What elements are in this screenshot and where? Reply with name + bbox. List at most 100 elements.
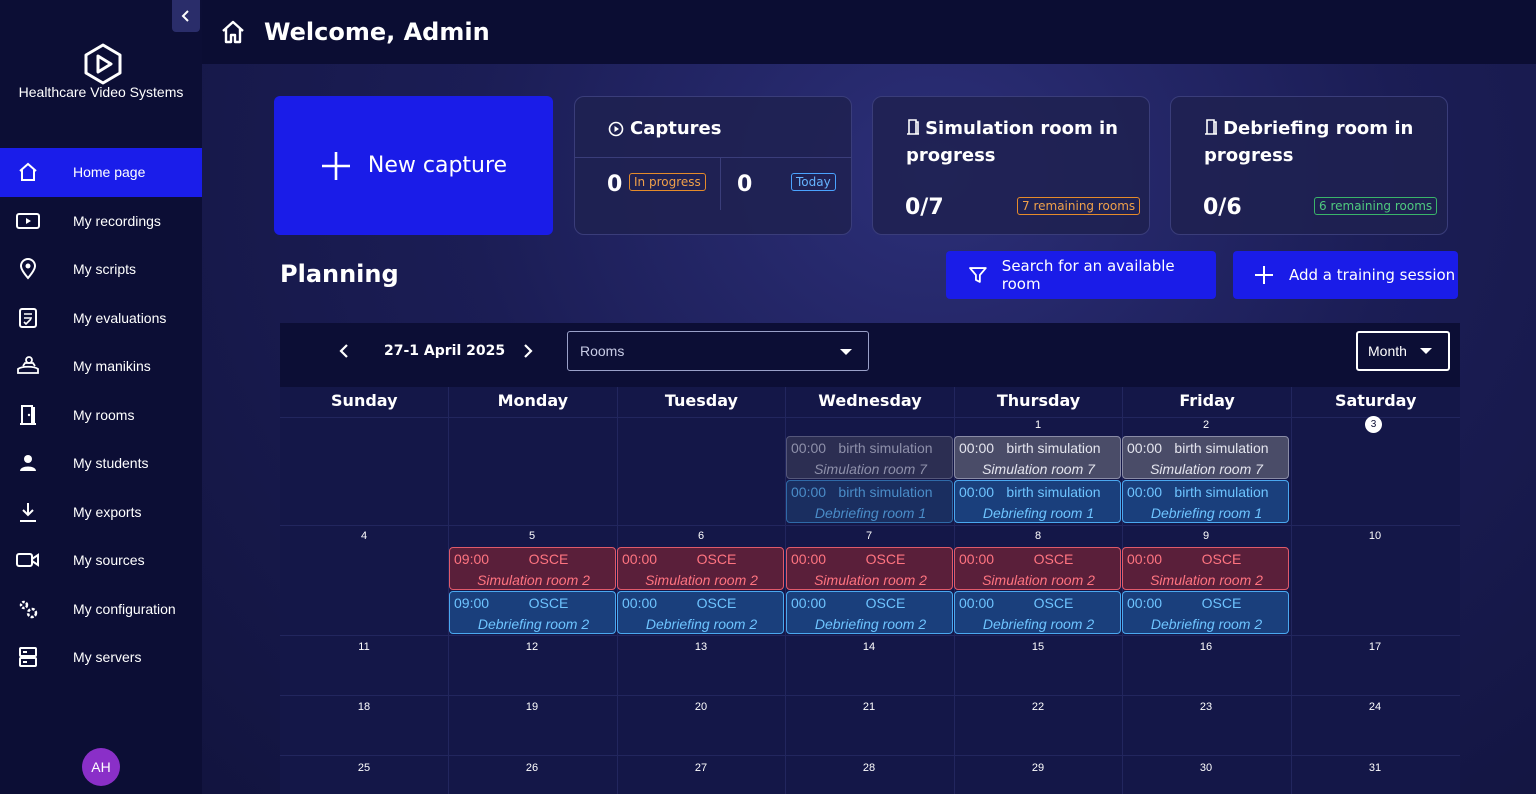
day-number[interactable]: 19 (525, 701, 539, 713)
simulation-rooms-title: Simulation room in progress (906, 118, 1118, 166)
checklist-icon (0, 307, 56, 329)
today-day-number[interactable]: 3 (1365, 416, 1382, 433)
new-capture-button[interactable]: New capture (274, 96, 553, 235)
sidebar-item-evaluations[interactable]: My evaluations (0, 294, 202, 343)
event-title: OSCE (528, 551, 569, 567)
day-number[interactable]: 28 (862, 762, 876, 774)
rooms-select[interactable]: Rooms (567, 331, 869, 371)
grid-divider (280, 635, 1460, 636)
day-number[interactable]: 20 (694, 701, 708, 713)
home-icon (0, 161, 56, 183)
sidebar-item-rooms[interactable]: My rooms (0, 391, 202, 440)
brand-logo-icon (84, 43, 122, 85)
day-number[interactable]: 10 (1368, 530, 1382, 542)
avatar[interactable]: AH (82, 748, 120, 786)
sidebar-nav: Home page My recordings My scripts My ev… (0, 148, 202, 682)
search-room-button[interactable]: Search for an available room (946, 251, 1216, 299)
calendar-event[interactable]: 00:00 birth simulation Debriefing room 1 (954, 480, 1121, 523)
day-number[interactable]: 27 (694, 762, 708, 774)
calendar-event[interactable]: 00:00 OSCE Simulation room 2 (954, 547, 1121, 590)
sidebar-item-recordings[interactable]: My recordings (0, 197, 202, 246)
calendar-event[interactable]: 00:00 birth simulation Debriefing room 1 (786, 480, 953, 523)
event-title: birth simulation (1006, 440, 1101, 456)
chevron-left-icon[interactable] (338, 344, 350, 358)
day-number[interactable]: 23 (1199, 701, 1213, 713)
day-number[interactable]: 11 (358, 641, 370, 653)
debriefing-rooms-card: Debriefing room in progress 0/6 6 remain… (1170, 96, 1448, 235)
event-title: OSCE (1201, 595, 1242, 611)
sidebar-item-servers[interactable]: My servers (0, 633, 202, 682)
grid-divider (617, 387, 618, 794)
event-room: Debriefing room 1 (1150, 505, 1263, 521)
day-number[interactable]: 16 (1199, 641, 1213, 653)
day-number[interactable]: 24 (1368, 701, 1382, 713)
sidebar-item-label: My scripts (73, 261, 136, 278)
event-time: 00:00 (791, 484, 827, 500)
day-number[interactable]: 13 (694, 641, 708, 653)
day-number[interactable]: 5 (528, 530, 536, 542)
day-number[interactable]: 6 (697, 530, 705, 542)
event-time: 00:00 (1127, 440, 1163, 456)
home-icon[interactable] (220, 18, 248, 46)
gears-icon (0, 597, 56, 621)
day-number[interactable]: 8 (1034, 530, 1042, 542)
view-select[interactable]: Month (1356, 331, 1450, 371)
collapse-sidebar-button[interactable] (172, 0, 200, 32)
event-time: 09:00 (454, 551, 490, 567)
day-number[interactable]: 17 (1368, 641, 1382, 653)
day-header-saturday: Saturday (1334, 391, 1417, 410)
day-number[interactable]: 14 (862, 641, 876, 653)
sidebar-item-label: My students (73, 455, 149, 472)
chevron-right-icon[interactable] (522, 344, 534, 358)
sidebar-item-exports[interactable]: My exports (0, 488, 202, 537)
day-number[interactable]: 18 (357, 701, 371, 713)
sidebar-item-manikins[interactable]: My manikins (0, 342, 202, 391)
day-number[interactable]: 26 (525, 762, 539, 774)
calendar-event[interactable]: 00:00 OSCE Debriefing room 2 (1122, 591, 1289, 634)
sidebar-item-students[interactable]: My students (0, 439, 202, 488)
day-number[interactable]: 15 (1031, 641, 1045, 653)
room-icon (0, 404, 56, 426)
plus-icon (321, 151, 350, 180)
calendar-event[interactable]: 00:00 OSCE Simulation room 2 (786, 547, 953, 590)
calendar-event[interactable]: 00:00 OSCE Debriefing room 2 (786, 591, 953, 634)
calendar-event[interactable]: 00:00 birth simulation Debriefing room 1 (1122, 480, 1289, 523)
add-training-session-button[interactable]: Add a training session (1233, 251, 1458, 299)
calendar-event[interactable]: 00:00 OSCE Simulation room 2 (617, 547, 784, 590)
day-number[interactable]: 21 (862, 701, 876, 713)
day-number[interactable]: 25 (357, 762, 371, 774)
sidebar-item-configuration[interactable]: My configuration (0, 585, 202, 634)
calendar-event[interactable]: 00:00 birth simulation Simulation room 7 (954, 436, 1121, 479)
day-number[interactable]: 7 (865, 530, 873, 542)
event-title: OSCE (1201, 551, 1242, 567)
day-number[interactable]: 29 (1031, 762, 1045, 774)
day-header-thursday: Thursday (996, 391, 1081, 410)
event-room: Simulation room 2 (814, 572, 927, 588)
sidebar-item-scripts[interactable]: My scripts (0, 245, 202, 294)
calendar-event[interactable]: 00:00 OSCE Simulation room 2 (1122, 547, 1289, 590)
calendar-event[interactable]: 09:00 OSCE Debriefing room 2 (449, 591, 616, 634)
calendar-event[interactable]: 00:00 OSCE Debriefing room 2 (617, 591, 784, 634)
day-number[interactable]: 22 (1031, 701, 1045, 713)
day-number[interactable]: 30 (1199, 762, 1213, 774)
calendar-event[interactable]: 09:00 OSCE Simulation room 2 (449, 547, 616, 590)
debriefing-remaining-badge: 6 remaining rooms (1314, 197, 1438, 215)
event-room: Simulation room 2 (645, 572, 758, 588)
grid-divider (280, 525, 1460, 526)
sidebar-item-label: My exports (73, 503, 142, 520)
day-number[interactable]: 31 (1368, 762, 1382, 774)
new-capture-label: New capture (367, 153, 508, 178)
day-number[interactable]: 9 (1202, 530, 1210, 542)
calendar-toolbar: 27-1 April 2025 Rooms Month (280, 323, 1460, 387)
calendar-event[interactable]: 00:00 birth simulation Simulation room 7 (1122, 436, 1289, 479)
day-number[interactable]: 4 (360, 530, 368, 542)
sidebar-item-sources[interactable]: My sources (0, 536, 202, 585)
day-number[interactable]: 12 (525, 641, 539, 653)
calendar-event[interactable]: 00:00 OSCE Debriefing room 2 (954, 591, 1121, 634)
day-number[interactable]: 1 (1034, 419, 1042, 431)
calendar-event[interactable]: 00:00 birth simulation Simulation room 7 (786, 436, 953, 479)
day-number[interactable]: 2 (1202, 419, 1210, 431)
sidebar-item-label: My sources (73, 552, 145, 569)
event-room: Simulation room 2 (1150, 572, 1263, 588)
sidebar-item-home[interactable]: Home page (0, 148, 202, 197)
